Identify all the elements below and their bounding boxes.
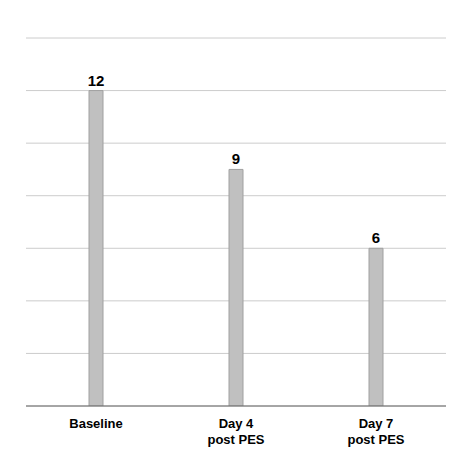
svg-text:Baseline: Baseline [69, 416, 122, 431]
svg-text:6: 6 [372, 229, 380, 246]
svg-text:Day 4post PES: Day 4post PES [207, 416, 264, 447]
svg-text:12: 12 [88, 72, 105, 89]
svg-text:9: 9 [232, 150, 240, 167]
svg-text:Day 7post PES: Day 7post PES [347, 416, 404, 447]
